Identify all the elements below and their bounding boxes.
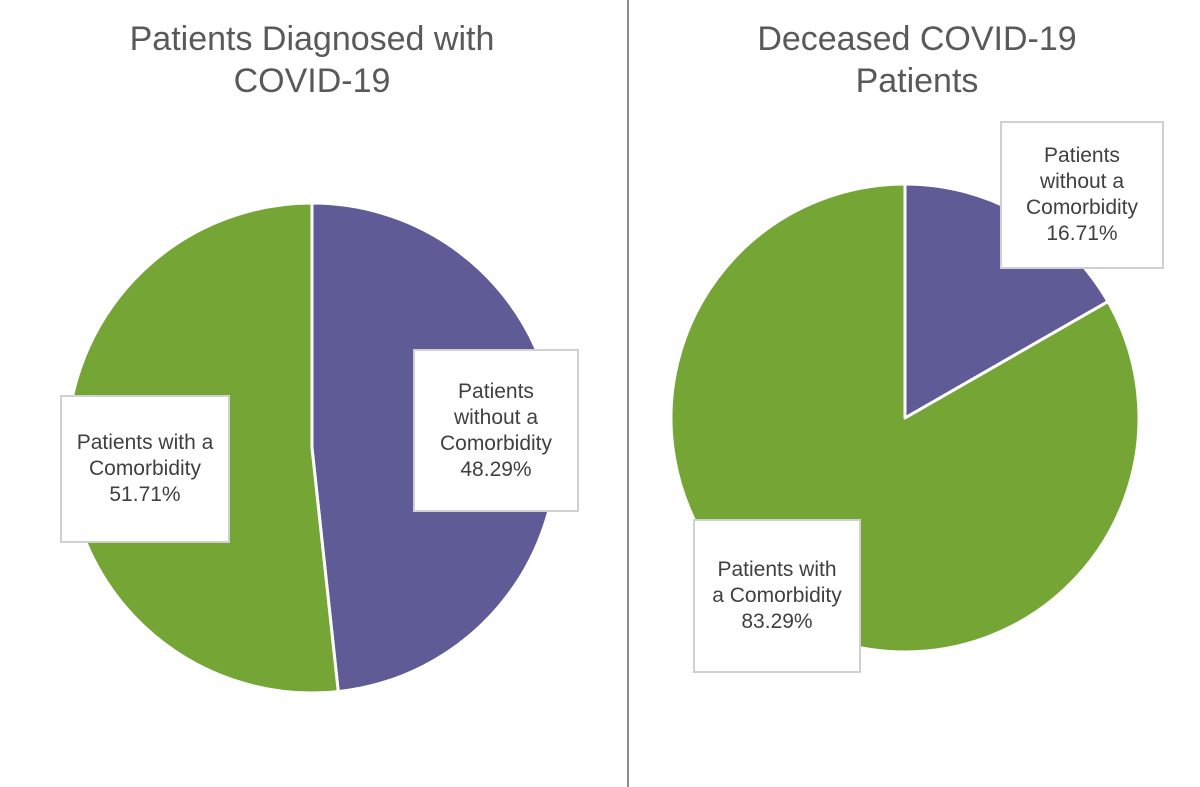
chart-divider (627, 0, 629, 787)
label-line: without a (1039, 170, 1125, 193)
label-line: a Comorbidity (712, 584, 842, 607)
data-label-deceased-without-comorbidity: Patients without a Comorbidity 16.71% (1000, 121, 1164, 269)
label-value: 83.29% (741, 610, 813, 633)
chart-title-line: Patients (855, 62, 979, 100)
chart-title-diagnosed: Patients Diagnosed with COVID-19 (52, 18, 572, 102)
chart-title-deceased: Deceased COVID-19 Patients (657, 18, 1177, 102)
label-value: 48.29% (460, 457, 532, 481)
label-line: Patients (1044, 144, 1120, 167)
chart-title-line: COVID-19 (233, 62, 391, 100)
label-line: Patients (458, 379, 534, 403)
chart-title-line: Patients Diagnosed with (129, 20, 495, 58)
label-value: 16.71% (1046, 222, 1118, 245)
label-line: Comorbidity (439, 431, 553, 455)
label-line: Comorbidity (88, 457, 202, 480)
chart-title-line: Deceased COVID-19 (757, 20, 1077, 58)
data-label-diagnosed-with-comorbidity: Patients with a Comorbidity 51.71% (60, 395, 230, 543)
label-line: Patients with (717, 558, 837, 581)
label-line: Patients with a (76, 431, 214, 454)
label-line: Comorbidity (1025, 196, 1139, 219)
data-label-diagnosed-without-comorbidity: Patients without a Comorbidity 48.29% (413, 349, 579, 512)
label-value: 51.71% (109, 483, 181, 506)
label-line: without a (453, 405, 539, 429)
data-label-deceased-with-comorbidity: Patients with a Comorbidity 83.29% (693, 519, 861, 673)
